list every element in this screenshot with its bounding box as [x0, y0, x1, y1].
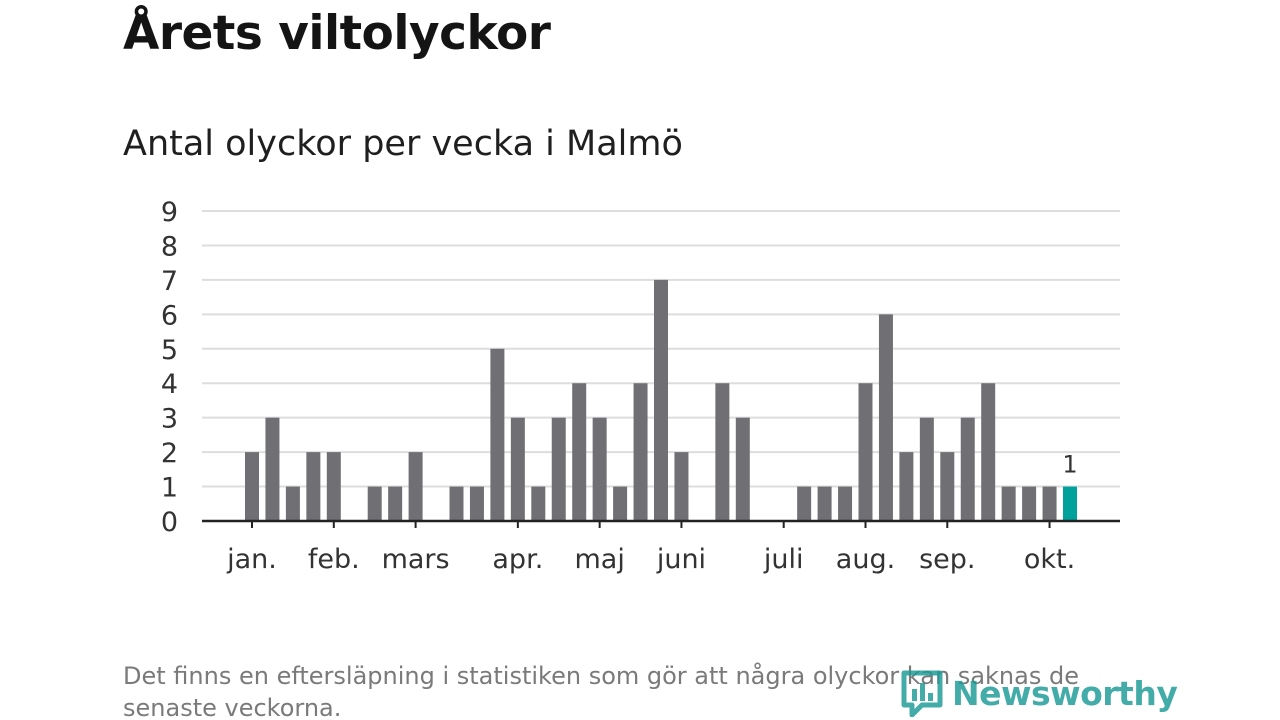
newsworthy-logo: Newsworthy	[900, 668, 1178, 718]
bar	[735, 417, 750, 521]
bar	[245, 452, 259, 521]
bar	[715, 383, 730, 521]
bar	[1001, 486, 1016, 521]
bar	[572, 383, 587, 521]
bar	[797, 486, 812, 521]
y-tick-label: 5	[161, 335, 178, 366]
bar	[919, 417, 934, 521]
bar	[490, 348, 505, 521]
x-tick-label: feb.	[308, 544, 360, 575]
x-tick-label: jan.	[226, 544, 277, 575]
y-tick-label: 3	[161, 404, 178, 435]
x-tick-label: mars	[382, 544, 450, 575]
bar	[326, 452, 341, 521]
bar	[510, 417, 525, 521]
y-tick-label: 2	[161, 438, 178, 469]
bar-highlight	[1063, 486, 1077, 521]
bar	[408, 452, 423, 521]
bar	[878, 314, 893, 521]
bar	[551, 417, 566, 521]
x-tick-label: aug.	[836, 544, 895, 575]
y-tick-label: 6	[161, 300, 178, 331]
footnote: Det finns en eftersläpning i statistiken…	[123, 662, 1079, 720]
bar	[633, 383, 648, 521]
bar	[306, 452, 321, 521]
bar	[469, 486, 484, 521]
bar	[531, 486, 546, 521]
bar	[940, 452, 955, 521]
y-tick-label: 8	[161, 231, 178, 262]
bar	[1042, 486, 1057, 521]
bar	[449, 486, 464, 521]
bar	[674, 452, 689, 521]
bar	[1022, 486, 1037, 521]
bar	[265, 417, 280, 521]
logo-text: Newsworthy	[952, 673, 1178, 713]
y-tick-label: 7	[161, 266, 178, 297]
bar	[654, 279, 668, 521]
bar	[285, 486, 300, 521]
x-tick-label: sep.	[919, 544, 975, 575]
y-tick-label: 9	[161, 197, 178, 228]
x-tick-label: okt.	[1024, 544, 1075, 575]
highlight-value-label: 1	[1062, 451, 1077, 479]
bar	[613, 486, 628, 521]
bar	[388, 486, 403, 521]
bar	[858, 383, 873, 521]
y-tick-label: 4	[161, 369, 178, 400]
y-axis-labels: 01 23 45 67 89	[161, 197, 178, 538]
bar	[838, 486, 853, 521]
bar	[367, 486, 382, 521]
bar	[899, 452, 914, 521]
y-tick-label: 0	[161, 507, 178, 538]
bar	[592, 417, 607, 521]
y-tick-label: 1	[161, 473, 178, 504]
chart-subtitle: Antal olyckor per vecka i Malmö	[123, 124, 683, 164]
bar	[960, 417, 975, 521]
x-axis-labels: jan. feb. mars apr. maj juni juli aug. sep. okt.	[226, 521, 1075, 575]
bar	[981, 383, 996, 521]
x-tick-label: juni	[656, 544, 706, 575]
annotations: 1	[1062, 451, 1077, 479]
newsworthy-logo-icon	[901, 670, 943, 717]
bar	[817, 486, 832, 521]
x-tick-label: apr.	[492, 544, 543, 575]
page-title: Årets viltolyckor	[123, 6, 551, 61]
bars	[245, 279, 1077, 521]
x-tick-label: juli	[763, 544, 804, 575]
x-tick-label: maj	[574, 544, 624, 575]
